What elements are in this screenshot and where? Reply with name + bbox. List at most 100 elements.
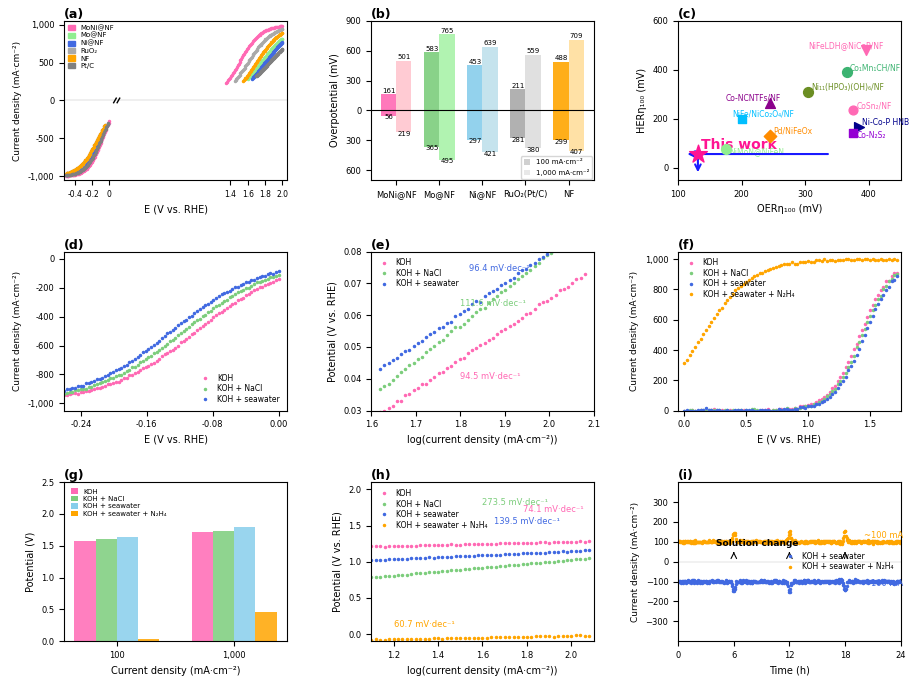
KOH + seawater + N₂H₄ <box>816 256 827 265</box>
KOH <box>387 401 398 410</box>
Bar <box>569 40 584 110</box>
KOH + seawater <box>403 346 414 354</box>
KOH <box>487 334 498 342</box>
KOH <box>450 541 461 549</box>
KOH <box>408 386 419 395</box>
KOH + NaCl <box>584 553 595 562</box>
KOH + seawater + N₂H₄ <box>530 632 541 641</box>
Line: KOH + seawater: KOH + seawater <box>380 226 585 370</box>
KOH + NaCl <box>492 292 503 300</box>
Bar <box>117 537 138 641</box>
KOH + NaCl <box>459 320 470 328</box>
KOH <box>370 542 381 551</box>
Text: Ni₁₁(HPO₃)(OH)₆/NF: Ni₁₁(HPO₃)(OH)₆/NF <box>811 83 884 92</box>
KOH + seawater + N₂H₄ <box>535 632 546 641</box>
KOH + seawater + N₂H₄ <box>526 633 537 641</box>
KOH + seawater <box>437 323 448 331</box>
KOH + seawater + N₂H₄ <box>437 634 448 643</box>
KOH + seawater + N₂H₄ <box>482 634 493 642</box>
KOH + seawater <box>482 551 493 559</box>
KOH + NaCl <box>538 254 549 263</box>
Text: (h): (h) <box>371 469 391 482</box>
KOH + NaCl <box>403 361 414 369</box>
KOH <box>208 313 219 321</box>
Y-axis label: Potential (V): Potential (V) <box>26 532 36 592</box>
KOH <box>410 542 421 550</box>
Line: KOH + seawater + N₂H₄: KOH + seawater + N₂H₄ <box>677 530 902 545</box>
KOH + NaCl <box>475 305 486 314</box>
KOH <box>584 537 595 546</box>
KOH + NaCl <box>400 365 411 373</box>
KOH + seawater + N₂H₄ <box>673 537 684 546</box>
KOH + NaCl <box>562 235 573 243</box>
KOH + NaCl <box>773 406 784 415</box>
KOH + NaCl <box>375 572 386 581</box>
KOH <box>805 400 816 408</box>
KOH <box>557 538 568 546</box>
KOH + NaCl <box>530 559 541 567</box>
KOH <box>868 301 879 309</box>
KOH <box>679 406 690 415</box>
KOH + seawater + N₂H₄ <box>870 256 881 264</box>
KOH + seawater + N₂H₄ <box>375 636 386 644</box>
Line: KOH + NaCl: KOH + NaCl <box>63 274 279 395</box>
Legend: KOH, KOH + NaCl, KOH + seawater, KOH + seawater + N₂H₄: KOH, KOH + NaCl, KOH + seawater, KOH + s… <box>682 255 797 302</box>
KOH + NaCl <box>413 354 424 362</box>
KOH + NaCl <box>521 559 532 567</box>
KOH + NaCl <box>482 563 493 572</box>
KOH + seawater + N₂H₄ <box>414 635 425 643</box>
KOH + seawater <box>566 547 577 556</box>
KOH + NaCl <box>495 288 506 296</box>
KOH + seawater <box>197 303 208 312</box>
KOH + seawater <box>410 554 421 562</box>
KOH + NaCl <box>467 312 478 320</box>
KOH + seawater <box>433 324 444 332</box>
KOH + seawater <box>500 279 511 287</box>
KOH + seawater <box>446 553 457 561</box>
Point <box>763 130 777 141</box>
KOH + seawater + N₂H₄ <box>446 634 457 643</box>
KOH <box>554 286 565 294</box>
KOH + NaCl <box>539 558 550 567</box>
Line: KOH: KOH <box>370 540 590 548</box>
KOH <box>773 405 784 413</box>
KOH <box>414 541 425 549</box>
KOH <box>571 537 582 546</box>
Line: KOH + NaCl: KOH + NaCl <box>370 557 590 579</box>
KOH + NaCl <box>197 312 208 321</box>
KOH <box>548 538 559 546</box>
KOH + NaCl <box>571 229 582 237</box>
KOH + NaCl <box>446 327 457 335</box>
KOH + seawater + N₂H₄ <box>584 631 595 640</box>
KOH + seawater <box>428 553 439 562</box>
KOH + NaCl <box>544 558 555 566</box>
KOH + NaCl <box>397 571 408 579</box>
Point <box>858 45 873 56</box>
KOH <box>454 355 465 363</box>
KOH + NaCl <box>392 571 403 579</box>
KOH + seawater <box>455 552 466 560</box>
Text: 453: 453 <box>469 59 482 65</box>
KOH + NaCl <box>504 561 515 569</box>
KOH <box>446 362 457 370</box>
KOH + seawater + N₂H₄ <box>839 526 850 535</box>
KOH <box>433 369 444 377</box>
KOH <box>406 542 417 550</box>
KOH <box>251 285 262 293</box>
KOH + seawater <box>521 265 532 273</box>
KOH + seawater <box>391 354 403 362</box>
KOH + NaCl <box>479 304 490 312</box>
KOH + seawater + N₂H₄ <box>392 635 403 643</box>
KOH <box>460 540 471 549</box>
KOH <box>500 325 511 333</box>
KOH + seawater <box>784 588 795 596</box>
Y-axis label: Potential (V vs. RHE): Potential (V vs. RHE) <box>333 512 343 612</box>
KOH + seawater <box>575 227 586 235</box>
Text: CoSn₂/NF: CoSn₂/NF <box>857 101 891 110</box>
KOH <box>419 541 430 549</box>
KOH + seawater <box>571 229 582 237</box>
KOH + seawater <box>402 554 413 562</box>
KOH + seawater <box>205 298 216 307</box>
KOH + seawater + N₂H₄ <box>679 359 690 367</box>
KOH + NaCl <box>462 316 473 324</box>
